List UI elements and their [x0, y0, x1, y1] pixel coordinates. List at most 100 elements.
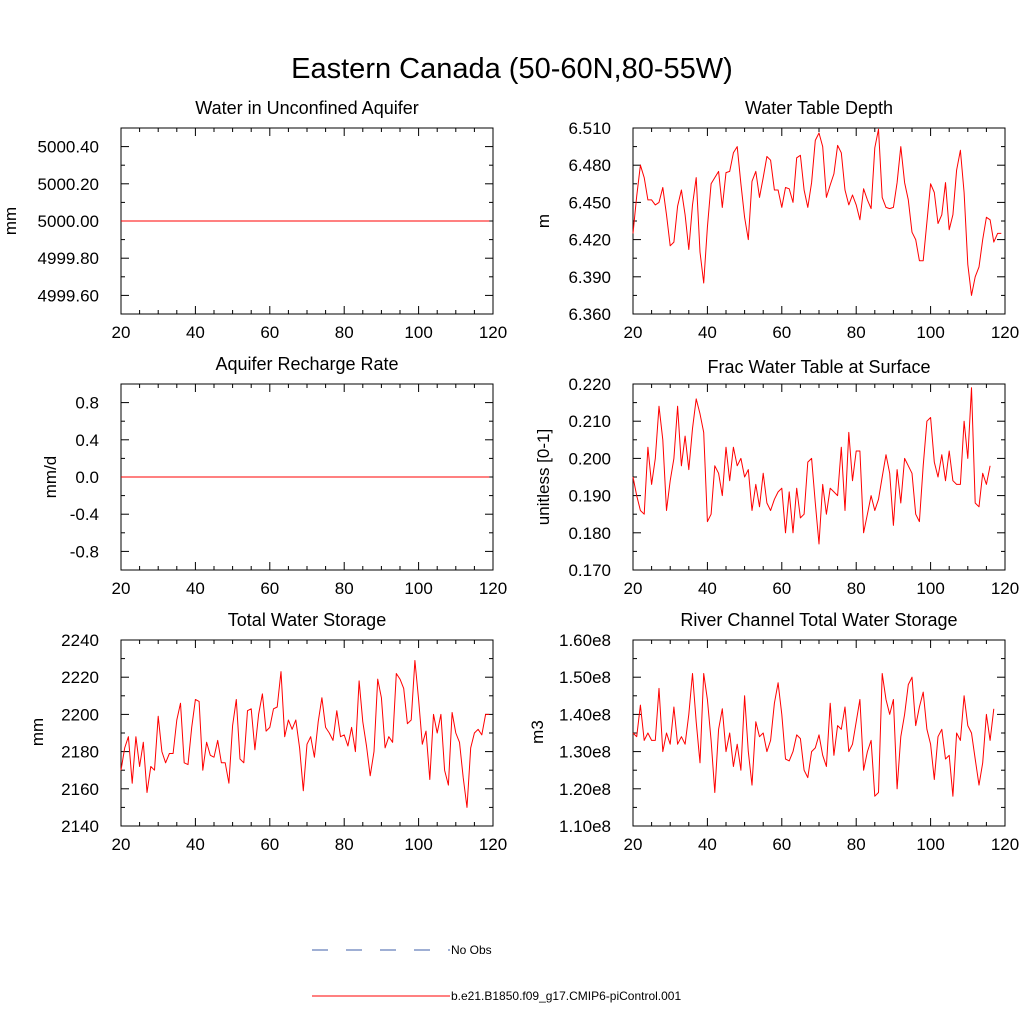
y-axis-label: m3	[528, 720, 547, 744]
x-tick-label: 40	[186, 835, 205, 854]
y-tick-label: 4999.60	[38, 286, 99, 305]
series-line	[632, 673, 995, 797]
figure-title: Eastern Canada (50-60N,80-55W)	[291, 53, 733, 85]
y-tick-label: 6.480	[568, 156, 611, 175]
x-tick-label: 20	[624, 579, 643, 598]
x-tick-label: 80	[335, 579, 354, 598]
x-tick-label: 100	[404, 835, 432, 854]
plot-area-1: 20 40 60 80 100 120 6.360 6.390 6.420 6.450 6.480 6…	[568, 119, 1019, 342]
y-tick-label: 6.390	[568, 268, 611, 287]
x-tick-label: 60	[260, 323, 279, 342]
x-tick-label: 120	[479, 323, 507, 342]
y-tick-label: 2160	[61, 780, 99, 799]
y-tick-label: 0.170	[568, 561, 611, 580]
x-tick-label: 20	[112, 835, 131, 854]
x-tick-label: 80	[847, 579, 866, 598]
plot-area-0: 20 40 60 80 100 120 4999.60 4999.80 5000.00 5000.…	[38, 127, 507, 342]
panel-title: Water Table Depth	[745, 98, 893, 118]
legend: No Obs b.e21.B1850.f09_g17.CMIP6-piContr…	[312, 943, 681, 1003]
panel-frac-water-table: Frac Water Table at Surface unitless [0-…	[534, 357, 1019, 598]
y-tick-label: 0.200	[568, 449, 611, 468]
x-tick-label: 100	[404, 323, 432, 342]
y-axis-label: mm	[28, 718, 47, 746]
x-tick-label: 60	[260, 579, 279, 598]
panel-total-water-storage: Total Water Storage mm 20 40 60 80 100 120 214…	[28, 610, 507, 854]
panel-aquifer-recharge-rate: Aquifer Recharge Rate mm/d 20 40 60 80 100 12…	[41, 354, 507, 598]
x-tick-label: 60	[772, 835, 791, 854]
y-tick-label: 1.50e8	[559, 668, 611, 687]
x-tick-label: 20	[112, 579, 131, 598]
panel-title: Total Water Storage	[228, 610, 386, 630]
legend-obs-label: No Obs	[451, 943, 492, 957]
y-tick-label: 6.420	[568, 231, 611, 250]
x-tick-label: 120	[479, 579, 507, 598]
x-tick-label: 20	[624, 835, 643, 854]
panel-title: Aquifer Recharge Rate	[215, 354, 398, 374]
y-tick-label: 1.60e8	[559, 631, 611, 650]
y-axis-label: m	[534, 214, 553, 228]
y-axis-label: mm	[1, 207, 20, 235]
y-tick-label: 6.450	[568, 193, 611, 212]
y-tick-label: 1.40e8	[559, 705, 611, 724]
panel-water-unconfined-aquifer: Water in Unconfined Aquifer mm 20 40 60 80 1…	[1, 98, 507, 342]
x-tick-label: 40	[698, 579, 717, 598]
y-tick-label: 1.10e8	[559, 817, 611, 836]
y-tick-label: 2180	[61, 743, 99, 762]
y-axis-label: mm/d	[41, 456, 60, 499]
series-line	[632, 128, 1002, 296]
y-tick-label: 5000.20	[38, 175, 99, 194]
panel-water-table-depth: Water Table Depth m 20 40 60 80 100 120 6.360 6…	[534, 98, 1019, 342]
y-tick-label: 6.360	[568, 305, 611, 324]
panel-title: River Channel Total Water Storage	[680, 610, 957, 630]
y-tick-label: 4999.80	[38, 249, 99, 268]
x-tick-label: 120	[991, 835, 1019, 854]
y-tick-label: 2220	[61, 668, 99, 687]
x-tick-label: 100	[916, 835, 944, 854]
y-tick-label: 0.190	[568, 487, 611, 506]
plot-frame	[632, 639, 1006, 827]
y-tick-label: 6.510	[568, 119, 611, 138]
x-tick-label: 40	[186, 579, 205, 598]
panel-title: Frac Water Table at Surface	[707, 357, 930, 377]
y-axis-label: unitless [0-1]	[534, 429, 553, 525]
y-tick-label: 5000.00	[38, 212, 99, 231]
y-tick-label: 2200	[61, 705, 99, 724]
x-tick-label: 60	[772, 323, 791, 342]
y-tick-label: 2140	[61, 817, 99, 836]
x-tick-label: 40	[698, 835, 717, 854]
x-tick-label: 100	[404, 579, 432, 598]
x-tick-label: 120	[479, 835, 507, 854]
y-tick-label: 1.20e8	[559, 780, 611, 799]
x-tick-label: 40	[186, 323, 205, 342]
x-tick-label: 80	[335, 835, 354, 854]
y-tick-label: 0.0	[75, 468, 99, 487]
y-tick-label: 2240	[61, 631, 99, 650]
series-line	[120, 660, 490, 808]
y-tick-label: -0.4	[70, 505, 99, 524]
x-tick-label: 120	[991, 579, 1019, 598]
x-tick-label: 120	[991, 323, 1019, 342]
y-tick-label: 1.30e8	[559, 743, 611, 762]
plot-area-5: 20 40 60 80 100 120 1.10e8 1.20e8 1.30e8 1.40e8 1.…	[559, 631, 1019, 854]
x-tick-label: 80	[847, 835, 866, 854]
plot-area-3: 20 40 60 80 100 120 0.170 0.180 0.190 0.200 0.210 0…	[568, 375, 1019, 598]
legend-model-label: b.e21.B1850.f09_g17.CMIP6-piControl.001	[451, 989, 681, 1003]
series-line	[632, 387, 991, 545]
x-tick-label: 100	[916, 323, 944, 342]
plot-area-4: 20 40 60 80 100 120 2140 2160 2180 2200 2220 2240	[61, 631, 507, 854]
plot-area-2: 20 40 60 80 100 120 -0.8 -0.4 0.0 0.4 0.8	[70, 383, 507, 598]
y-tick-label: 0.220	[568, 375, 611, 394]
y-tick-label: 0.210	[568, 412, 611, 431]
plot-frame	[632, 127, 1006, 315]
x-tick-label: 100	[916, 579, 944, 598]
y-tick-label: 0.180	[568, 524, 611, 543]
panel-river-channel-storage: River Channel Total Water Storage m3 20 4…	[528, 610, 1019, 854]
x-tick-label: 20	[112, 323, 131, 342]
x-tick-label: 40	[698, 323, 717, 342]
panel-title: Water in Unconfined Aquifer	[195, 98, 418, 118]
y-tick-label: -0.8	[70, 542, 99, 561]
y-tick-label: 0.4	[75, 431, 99, 450]
x-tick-label: 20	[624, 323, 643, 342]
x-tick-label: 60	[772, 579, 791, 598]
